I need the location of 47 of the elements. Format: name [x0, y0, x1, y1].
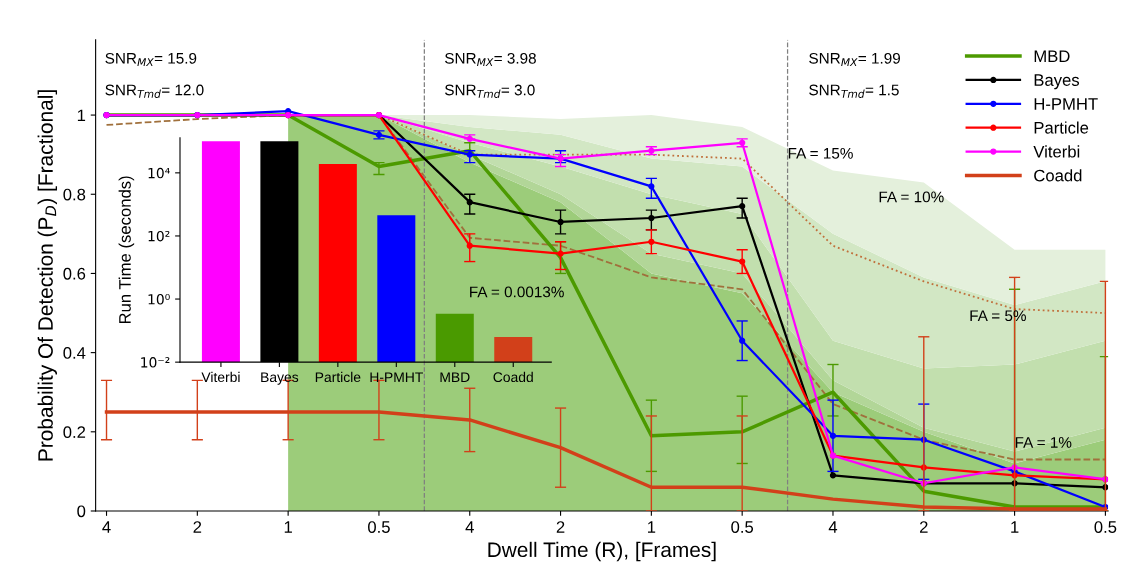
y-tick-label: 1	[77, 109, 86, 122]
x-tick-label: 2	[556, 521, 565, 533]
annotation: SNR$_{MX}$= 3.98	[445, 52, 536, 67]
annotation: FA = 0.0013%	[470, 286, 564, 298]
y-tick-label: 0.4	[63, 347, 86, 359]
y-tick-label: 0.6	[63, 267, 86, 280]
annotation: SNR$_{MX}$= 1.99	[809, 52, 901, 67]
legend-label: MBD	[1034, 50, 1070, 62]
x-tick-label: Viterbi	[201, 371, 240, 383]
y-tick-label: 10⁻²	[141, 357, 170, 368]
y-tick-label: 10⁰	[148, 294, 170, 305]
annotation: SNR$_{MX}$= 15.9	[105, 52, 197, 67]
x-tick-label: 4	[465, 521, 474, 533]
annotation: FA = 15%	[788, 148, 853, 159]
y-axis-title: Run Time (seconds)	[118, 176, 135, 324]
annotation: FA = 1%	[1015, 437, 1072, 448]
x-tick-label: H-PMHT	[370, 372, 423, 382]
annotation: SNR$_{Tmd}$= 3.0	[445, 84, 535, 98]
x-tick-label: 0.5	[1094, 521, 1117, 533]
x-tick-label: 1	[1011, 521, 1019, 533]
x-tick-label: 4	[828, 521, 838, 533]
y-tick-label: 0.8	[63, 188, 86, 201]
legend-label: Bayes	[1034, 74, 1080, 90]
y-tick-label: 0	[77, 505, 86, 518]
x-tick-label: 0.5	[731, 521, 754, 533]
x-axis-title: Dwell Time (R), [Frames]	[488, 541, 716, 562]
x-tick-label: 4	[102, 521, 111, 533]
legend-label: Viterbi	[1033, 145, 1080, 158]
x-tick-label: Particle	[315, 371, 361, 383]
x-tick-label: 2	[919, 521, 928, 533]
x-tick-label: 1	[284, 521, 292, 533]
x-tick-label: 1	[648, 521, 656, 533]
x-tick-label: 0.5	[368, 521, 390, 533]
x-tick-label: 2	[193, 521, 202, 533]
x-tick-label: MBD	[440, 372, 470, 382]
legend-label: H-PMHT	[1034, 98, 1098, 110]
y-tick-label: 10⁴	[148, 167, 170, 179]
legend-label: Particle	[1034, 121, 1089, 134]
y-tick-label: 0.2	[63, 426, 86, 439]
annotation: SNR$_{Tmd}$= 12.0	[105, 84, 204, 98]
y-axis-title: Probability Of Detection (P$_{D}$) [Fractional]	[37, 90, 58, 461]
x-tick-label: Coadd	[493, 371, 533, 383]
x-tick-label: Bayes	[261, 372, 299, 385]
annotation: FA = 10%	[879, 191, 944, 203]
annotation: SNR$_{Tmd}$= 1.5	[809, 84, 899, 98]
legend-label: Coadd	[1034, 169, 1082, 182]
y-tick-label: 10²	[148, 230, 170, 242]
